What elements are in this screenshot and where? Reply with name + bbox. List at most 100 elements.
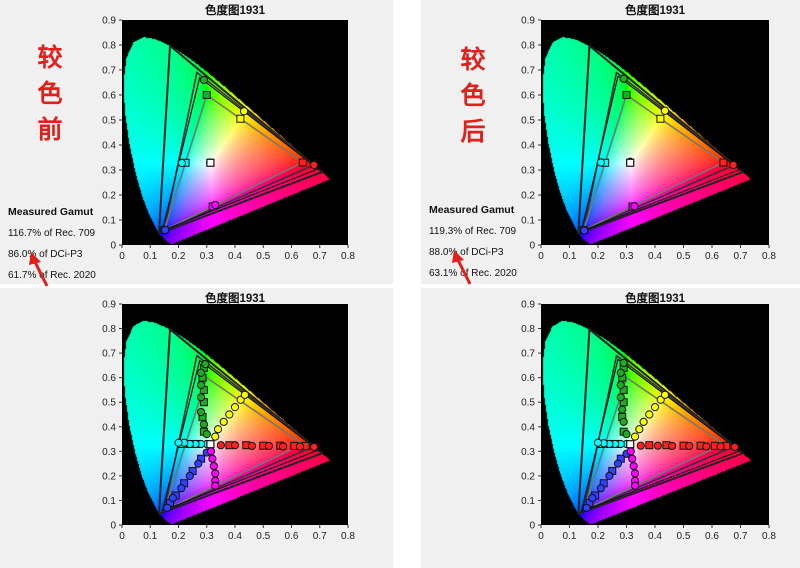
label-char: 前 [37,115,63,144]
x-tick-label: 0.6 [285,251,299,262]
y-tick-label: 0.1 [521,216,535,227]
measured-point [630,202,639,211]
target-point [656,114,665,123]
x-tick-label: 0.8 [341,531,355,542]
y-tick-label: 0.5 [521,116,535,127]
x-tick-label: 0.4 [228,531,242,542]
measured-point [596,484,605,493]
x-tick-label: 0.1 [143,531,157,542]
measured-point [278,442,288,451]
x-tick-label: 0.6 [285,531,299,542]
measured-gamut-after: Measured Gamut 119.3% of Rec. 709 88.0% … [429,200,517,284]
spectral-locus-fill [541,304,769,525]
measured-point [622,430,631,439]
x-tick-label: 0.8 [762,531,776,542]
measured-point [177,484,186,493]
target-point [622,91,631,99]
chromaticity-chart-saturation-before: 色度图1931 0 0.1 0.2 0.3 0.4 0.5 0.6 0.7 0.8 0 0.1 0.2 0… [102,291,355,542]
target-point [298,158,307,167]
x-tick-label: 0 [119,251,125,262]
measured-point [213,425,223,434]
x-tick-label: 0.7 [313,251,327,262]
chart-title: 色度图1931 [625,291,686,305]
y-tick-label: 0.1 [102,496,116,507]
x-tick-label: 0.4 [648,531,662,542]
x-tick-label: 0.6 [705,251,719,262]
measured-gamut-triangle [161,76,320,232]
y-tick-label: 0.8 [521,324,535,335]
y-tick-label: 0.6 [102,91,116,102]
label-char: 色 [460,81,486,110]
measured-point [639,417,648,426]
label-after: 较 色 后 [455,42,491,150]
measured-point [168,493,177,503]
x-tick-label: 0.8 [762,251,776,262]
y-tick-label: 0 [110,521,116,532]
measured-point [264,441,273,451]
measured-point [685,441,694,451]
y-tick-label: 0.9 [102,16,116,27]
white-point [626,440,635,449]
measured-point [225,410,234,419]
white-point [206,440,215,449]
y-tick-label: 0.9 [102,300,116,311]
measured-point [216,441,225,450]
measured-point [240,390,249,399]
x-tick-label: 0.3 [200,531,214,542]
y-tick-label: 0.5 [102,116,116,127]
measured-point [630,469,640,478]
gamut-rec2020: 63.1% of Rec. 2020 [429,268,517,279]
measured-point [628,454,637,463]
label-char: 较 [460,45,486,74]
y-tick-label: 0 [529,241,535,252]
red-arrow-icon [452,250,472,285]
measured-point [729,160,738,170]
x-tick-label: 0.1 [563,251,577,262]
panel-before-top: 色度图1931 0 0.1 0.2 0.3 0.4 0.5 0.6 0.7 0.8 0 0.1 0.2 0… [0,0,393,287]
measured-point [230,403,240,412]
measured-point [247,441,257,451]
y-tick-label: 0.5 [521,398,535,409]
y-tick-label: 0.3 [102,166,116,177]
chart-title: 色度图1931 [625,3,686,17]
spectral-locus-fill [122,20,348,245]
measured-point [616,393,625,402]
x-tick-label: 0.5 [256,531,270,542]
y-tick-label: 0.3 [521,447,535,458]
measured-gamut-triangle [580,75,742,232]
y-tick-label: 0.2 [521,191,535,202]
label-before: 较 色 前 [32,40,68,148]
x-tick-label: 0.3 [620,531,634,542]
x-tick-label: 0.6 [705,531,719,542]
label-char: 后 [460,117,486,146]
measured-point [616,380,625,390]
measured-point [613,459,623,468]
x-tick-label: 0.1 [563,531,577,542]
y-tick-label: 0.8 [102,41,116,52]
measured-point [201,360,210,369]
y-tick-label: 0.3 [102,447,116,458]
measured-point [580,226,589,235]
measured-point [619,358,628,368]
measured-point [645,410,654,419]
chromaticity-chart-before: 色度图1931 0 0.1 0.2 0.3 0.4 0.5 0.6 0.7 0.8 0 0.1 0.2 0… [102,3,355,262]
y-tick-label: 0.9 [521,300,535,311]
measured-point [629,461,638,471]
y-tick-label: 0 [110,241,116,252]
measured-gamut-before: Measured Gamut 116.7% of Rec. 709 86.0% … [8,202,96,286]
measured-point [208,454,217,463]
gamut-title: Measured Gamut [429,204,515,216]
gamut-rec709: 119.3% of Rec. 709 [429,226,517,237]
y-tick-label: 0.5 [102,398,116,409]
chart-title: 色度图1931 [205,291,266,305]
dcip3-triangle [163,71,316,232]
gamut-dcip3: 88.0% of DCi-P3 [429,247,504,258]
spectral-locus-fill [122,304,348,525]
y-tick-label: 0.2 [521,471,535,482]
measured-point [185,471,194,480]
label-char: 色 [37,79,63,108]
x-tick-label: 0.5 [677,531,691,542]
measured-point [206,447,216,456]
y-tick-label: 0.4 [102,141,116,152]
measured-point [619,417,628,426]
